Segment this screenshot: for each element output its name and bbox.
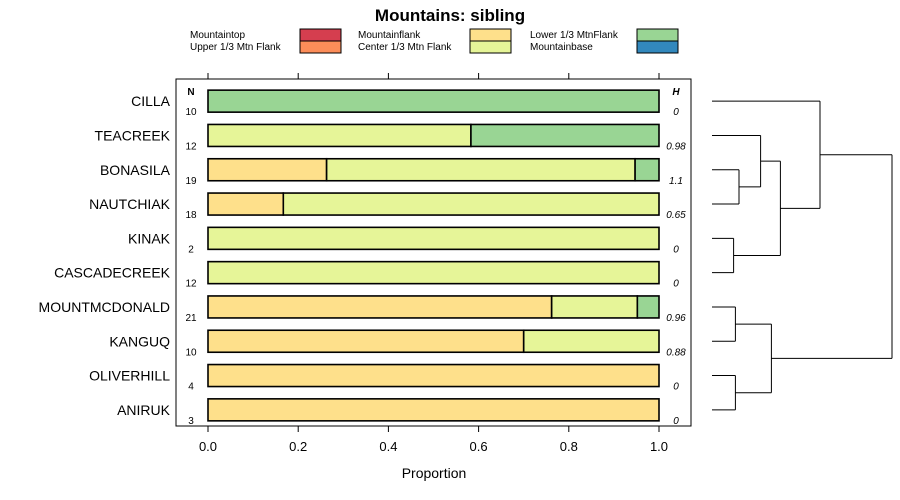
h-column-header: H xyxy=(672,87,680,98)
x-tick-label-3: 0.6 xyxy=(470,439,488,454)
n-value-teacreek: 12 xyxy=(185,141,197,152)
bar-rows: CILLA 10 0 TEACREEK 12 0.98 BONASILA 19 1.1 NAUTC… xyxy=(39,89,686,427)
bar-segment-nautchiak-center-1-3-mtn-flank xyxy=(282,192,660,216)
category-label-aniruk: ANIRUK xyxy=(117,402,171,418)
category-label-cilla: CILLA xyxy=(131,93,171,109)
x-axis: 0.0 0.2 0.4 0.6 0.8 1.0 xyxy=(199,73,668,454)
h-value-nautchiak: 0.65 xyxy=(666,210,686,221)
category-label-cascadecreek: CASCADECREEK xyxy=(54,265,171,281)
n-value-mountmcdonald: 21 xyxy=(185,313,197,324)
n-value-aniruk: 3 xyxy=(188,416,194,427)
category-label-nautchiak: NAUTCHIAK xyxy=(89,196,171,212)
legend-mountainbase-swatch xyxy=(636,40,679,54)
bar-segment-kanguq-center-1-3-mtn-flank xyxy=(522,329,660,354)
legend-mountaintop-label: Mountaintop xyxy=(190,30,245,41)
h-value-aniruk: 0 xyxy=(673,416,679,427)
h-value-kinak: 0 xyxy=(673,244,679,255)
legend-center-1-3-mtn-flank-label: Center 1/3 Mtn Flank xyxy=(358,42,452,53)
n-value-kinak: 2 xyxy=(188,244,194,255)
bar-segment-cascadecreek-center-1-3-mtn-flank xyxy=(207,260,660,285)
legend-upper-1-3-mtn-flank-swatch xyxy=(299,40,342,54)
n-value-oliverhill: 4 xyxy=(188,382,194,393)
bar-segment-bonasila-mountainflank xyxy=(207,157,328,182)
x-tick-label-1: 0.2 xyxy=(289,439,307,454)
x-tick-label-2: 0.4 xyxy=(379,439,397,454)
legend-center-1-3-mtn-flank-swatch xyxy=(469,40,512,54)
bar-segment-nautchiak-mountainflank xyxy=(207,192,285,216)
category-label-oliverhill: OLIVERHILL xyxy=(89,368,170,384)
category-label-bonasila: BONASILA xyxy=(100,162,171,178)
bar-segment-mountmcdonald-mountainflank xyxy=(207,295,553,319)
n-value-bonasila: 19 xyxy=(185,176,197,187)
bar-segment-mountmcdonald-lower-1-3-mtnflank xyxy=(636,295,660,319)
bar-segment-mountmcdonald-center-1-3-mtn-flank xyxy=(550,295,639,319)
legend-upper-1-3-mtn-flank-label: Upper 1/3 Mtn Flank xyxy=(190,42,282,53)
legend-lower-1-3-mtnflank-label: Lower 1/3 MtnFlank xyxy=(530,30,619,41)
bar-segment-oliverhill-mountainflank xyxy=(207,363,660,388)
n-value-nautchiak: 18 xyxy=(185,210,197,221)
n-value-cilla: 10 xyxy=(185,107,197,118)
x-tick-label-0: 0.0 xyxy=(199,439,217,454)
h-value-cilla: 0 xyxy=(673,107,679,118)
h-value-kanguq: 0.88 xyxy=(666,347,686,358)
dendrogram xyxy=(712,100,893,411)
bar-segment-aniruk-mountainflank xyxy=(207,398,660,422)
h-value-cascadecreek: 0 xyxy=(673,279,679,290)
legend-mountaintop-swatch xyxy=(299,28,342,42)
bar-segment-bonasila-center-1-3-mtn-flank xyxy=(325,157,636,182)
n-value-kanguq: 10 xyxy=(185,347,197,358)
category-label-kinak: KINAK xyxy=(128,230,171,246)
h-value-bonasila: 1.1 xyxy=(669,176,683,187)
category-label-kanguq: KANGUQ xyxy=(109,333,170,349)
legend-mountainflank-swatch xyxy=(469,28,512,42)
legend-mountainflank-label: Mountainflank xyxy=(358,30,421,41)
bar-segment-kanguq-mountainflank xyxy=(207,329,525,354)
n-column-header: N xyxy=(187,87,194,98)
h-value-oliverhill: 0 xyxy=(673,382,679,393)
category-label-teacreek: TEACREEK xyxy=(95,127,171,143)
x-axis-label: Proportion xyxy=(402,465,467,481)
bar-segment-bonasila-lower-1-3-mtnflank xyxy=(634,157,660,182)
category-label-mountmcdonald: MOUNTMCDONALD xyxy=(39,299,170,315)
n-value-cascadecreek: 12 xyxy=(185,279,197,290)
x-tick-label-4: 0.8 xyxy=(560,439,578,454)
bar-segment-cilla-lower-1-3-mtnflank xyxy=(207,89,660,113)
legend-mountainbase-label: Mountainbase xyxy=(530,42,593,53)
legend-lower-1-3-mtnflank-swatch xyxy=(636,28,679,42)
bar-segment-kinak-center-1-3-mtn-flank xyxy=(207,226,660,251)
bar-segment-teacreek-lower-1-3-mtnflank xyxy=(470,123,660,148)
plot-frame xyxy=(175,78,692,427)
h-value-teacreek: 0.98 xyxy=(666,141,686,152)
x-tick-label-5: 1.0 xyxy=(650,439,668,454)
bar-segment-teacreek-center-1-3-mtn-flank xyxy=(207,123,472,148)
chart-title: Mountains: sibling xyxy=(375,6,525,25)
h-value-mountmcdonald: 0.96 xyxy=(666,313,686,324)
